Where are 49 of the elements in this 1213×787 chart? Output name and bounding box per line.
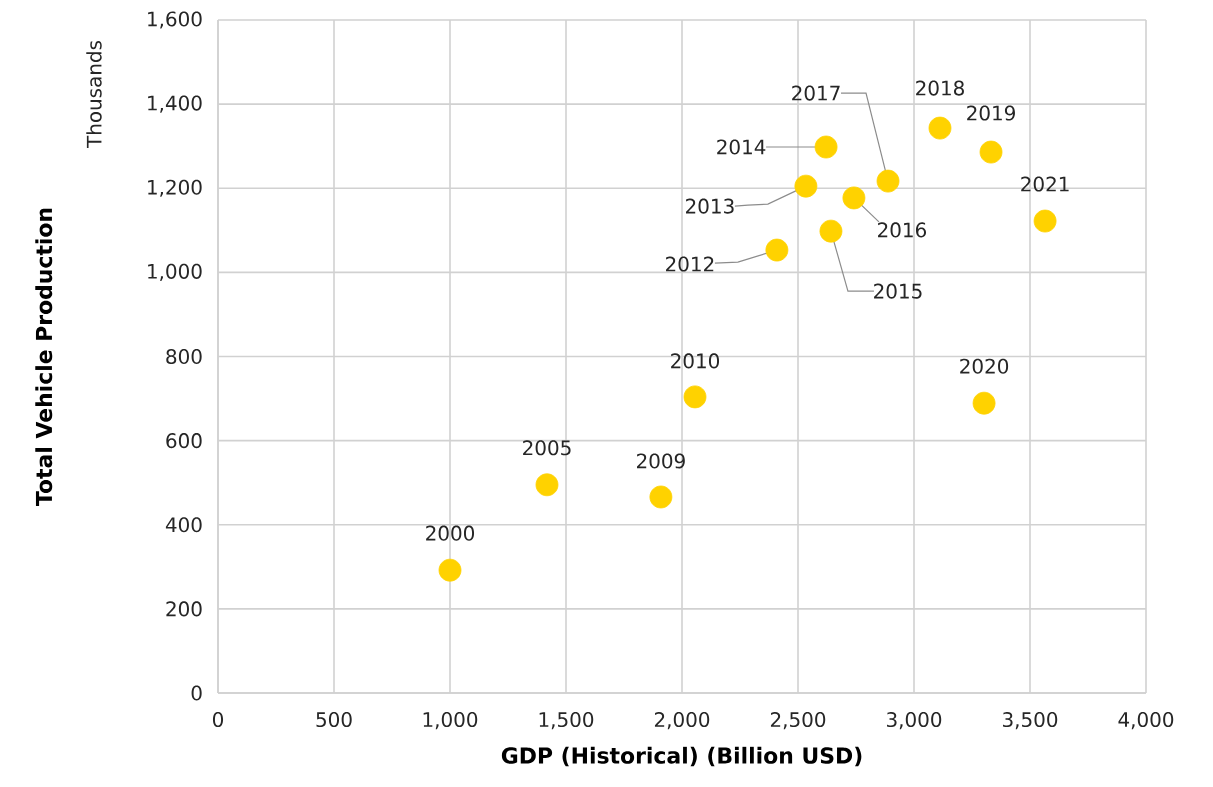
point [1033, 209, 1057, 233]
annotation: 2016 [878, 222, 927, 238]
annotation: 2020 [960, 358, 1009, 374]
point [876, 169, 900, 193]
x-tick-label: 4,000 [1118, 712, 1174, 730]
y-tick-label: 600 [166, 433, 202, 449]
x-tick-label: 2,500 [770, 712, 826, 730]
annotation: 2000 [426, 525, 475, 541]
y-tick-label: 1,400 [148, 95, 202, 113]
point [765, 238, 789, 262]
point [438, 558, 462, 582]
x-tick-label: 2,000 [654, 712, 710, 730]
annotation: 2009 [637, 453, 685, 469]
annotation: 2018 [916, 80, 964, 96]
x-tick-label: 500 [316, 712, 352, 728]
point [535, 473, 559, 497]
point [972, 391, 996, 415]
point [928, 116, 952, 140]
y-tick-label: 800 [166, 348, 202, 365]
y-tick-label: 200 [166, 601, 202, 617]
x-axis-title: GDP (Historical) (Billion USD) [501, 746, 862, 767]
y-axis-title: Total Vehicle Production [35, 208, 53, 506]
point [979, 140, 1003, 164]
x-tick-label: 0 [212, 712, 224, 728]
annotation: 2019 [967, 105, 1015, 121]
annotation: 2012 [666, 256, 714, 272]
y-tick-label: 1,200 [148, 179, 202, 197]
y-tick-label: 0 [191, 685, 202, 701]
annotation: 2021 [1021, 176, 1069, 192]
point [794, 174, 818, 198]
x-tick-label: 1,500 [539, 712, 594, 730]
point [814, 135, 838, 159]
y-tick-label: 1,600 [148, 11, 202, 29]
point [683, 385, 707, 409]
annotation: 2010 [671, 353, 720, 369]
y-tick-label: 1,000 [148, 263, 202, 281]
annotation: 2015 [874, 283, 922, 299]
annotation: 2014 [717, 139, 766, 155]
x-tick-label: 1,000 [423, 712, 478, 730]
x-tick-label: 3,500 [1003, 712, 1058, 730]
y-tick-label: 400 [165, 517, 202, 533]
annotation: 2005 [523, 440, 571, 456]
text: Thousands [86, 41, 102, 148]
annotation: 2013 [686, 198, 734, 214]
point [649, 485, 673, 509]
annotation: 2017 [792, 85, 840, 101]
point [842, 186, 866, 210]
x-tick-label: 3,000 [887, 712, 942, 730]
point [819, 219, 843, 243]
